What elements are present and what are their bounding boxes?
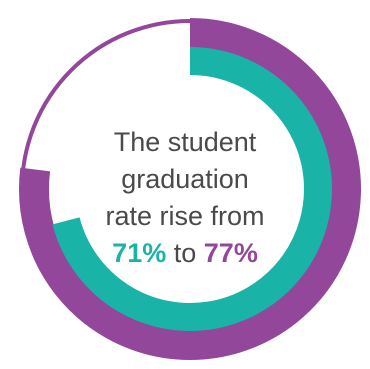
caption-line-2: graduation [121,164,249,194]
outer-ring-77 [19,18,361,360]
caption-line-3: rate rise from [105,201,265,231]
caption-line-1: The student [113,127,257,157]
chart-caption: The student graduation rate rise from 71… [85,124,285,272]
to-value: 77% [203,238,258,268]
inner-ring-71 [52,47,332,331]
caption-line-4: 71% to 77% [85,235,285,272]
from-value: 71% [112,238,167,268]
caption-connector: to [173,238,197,268]
